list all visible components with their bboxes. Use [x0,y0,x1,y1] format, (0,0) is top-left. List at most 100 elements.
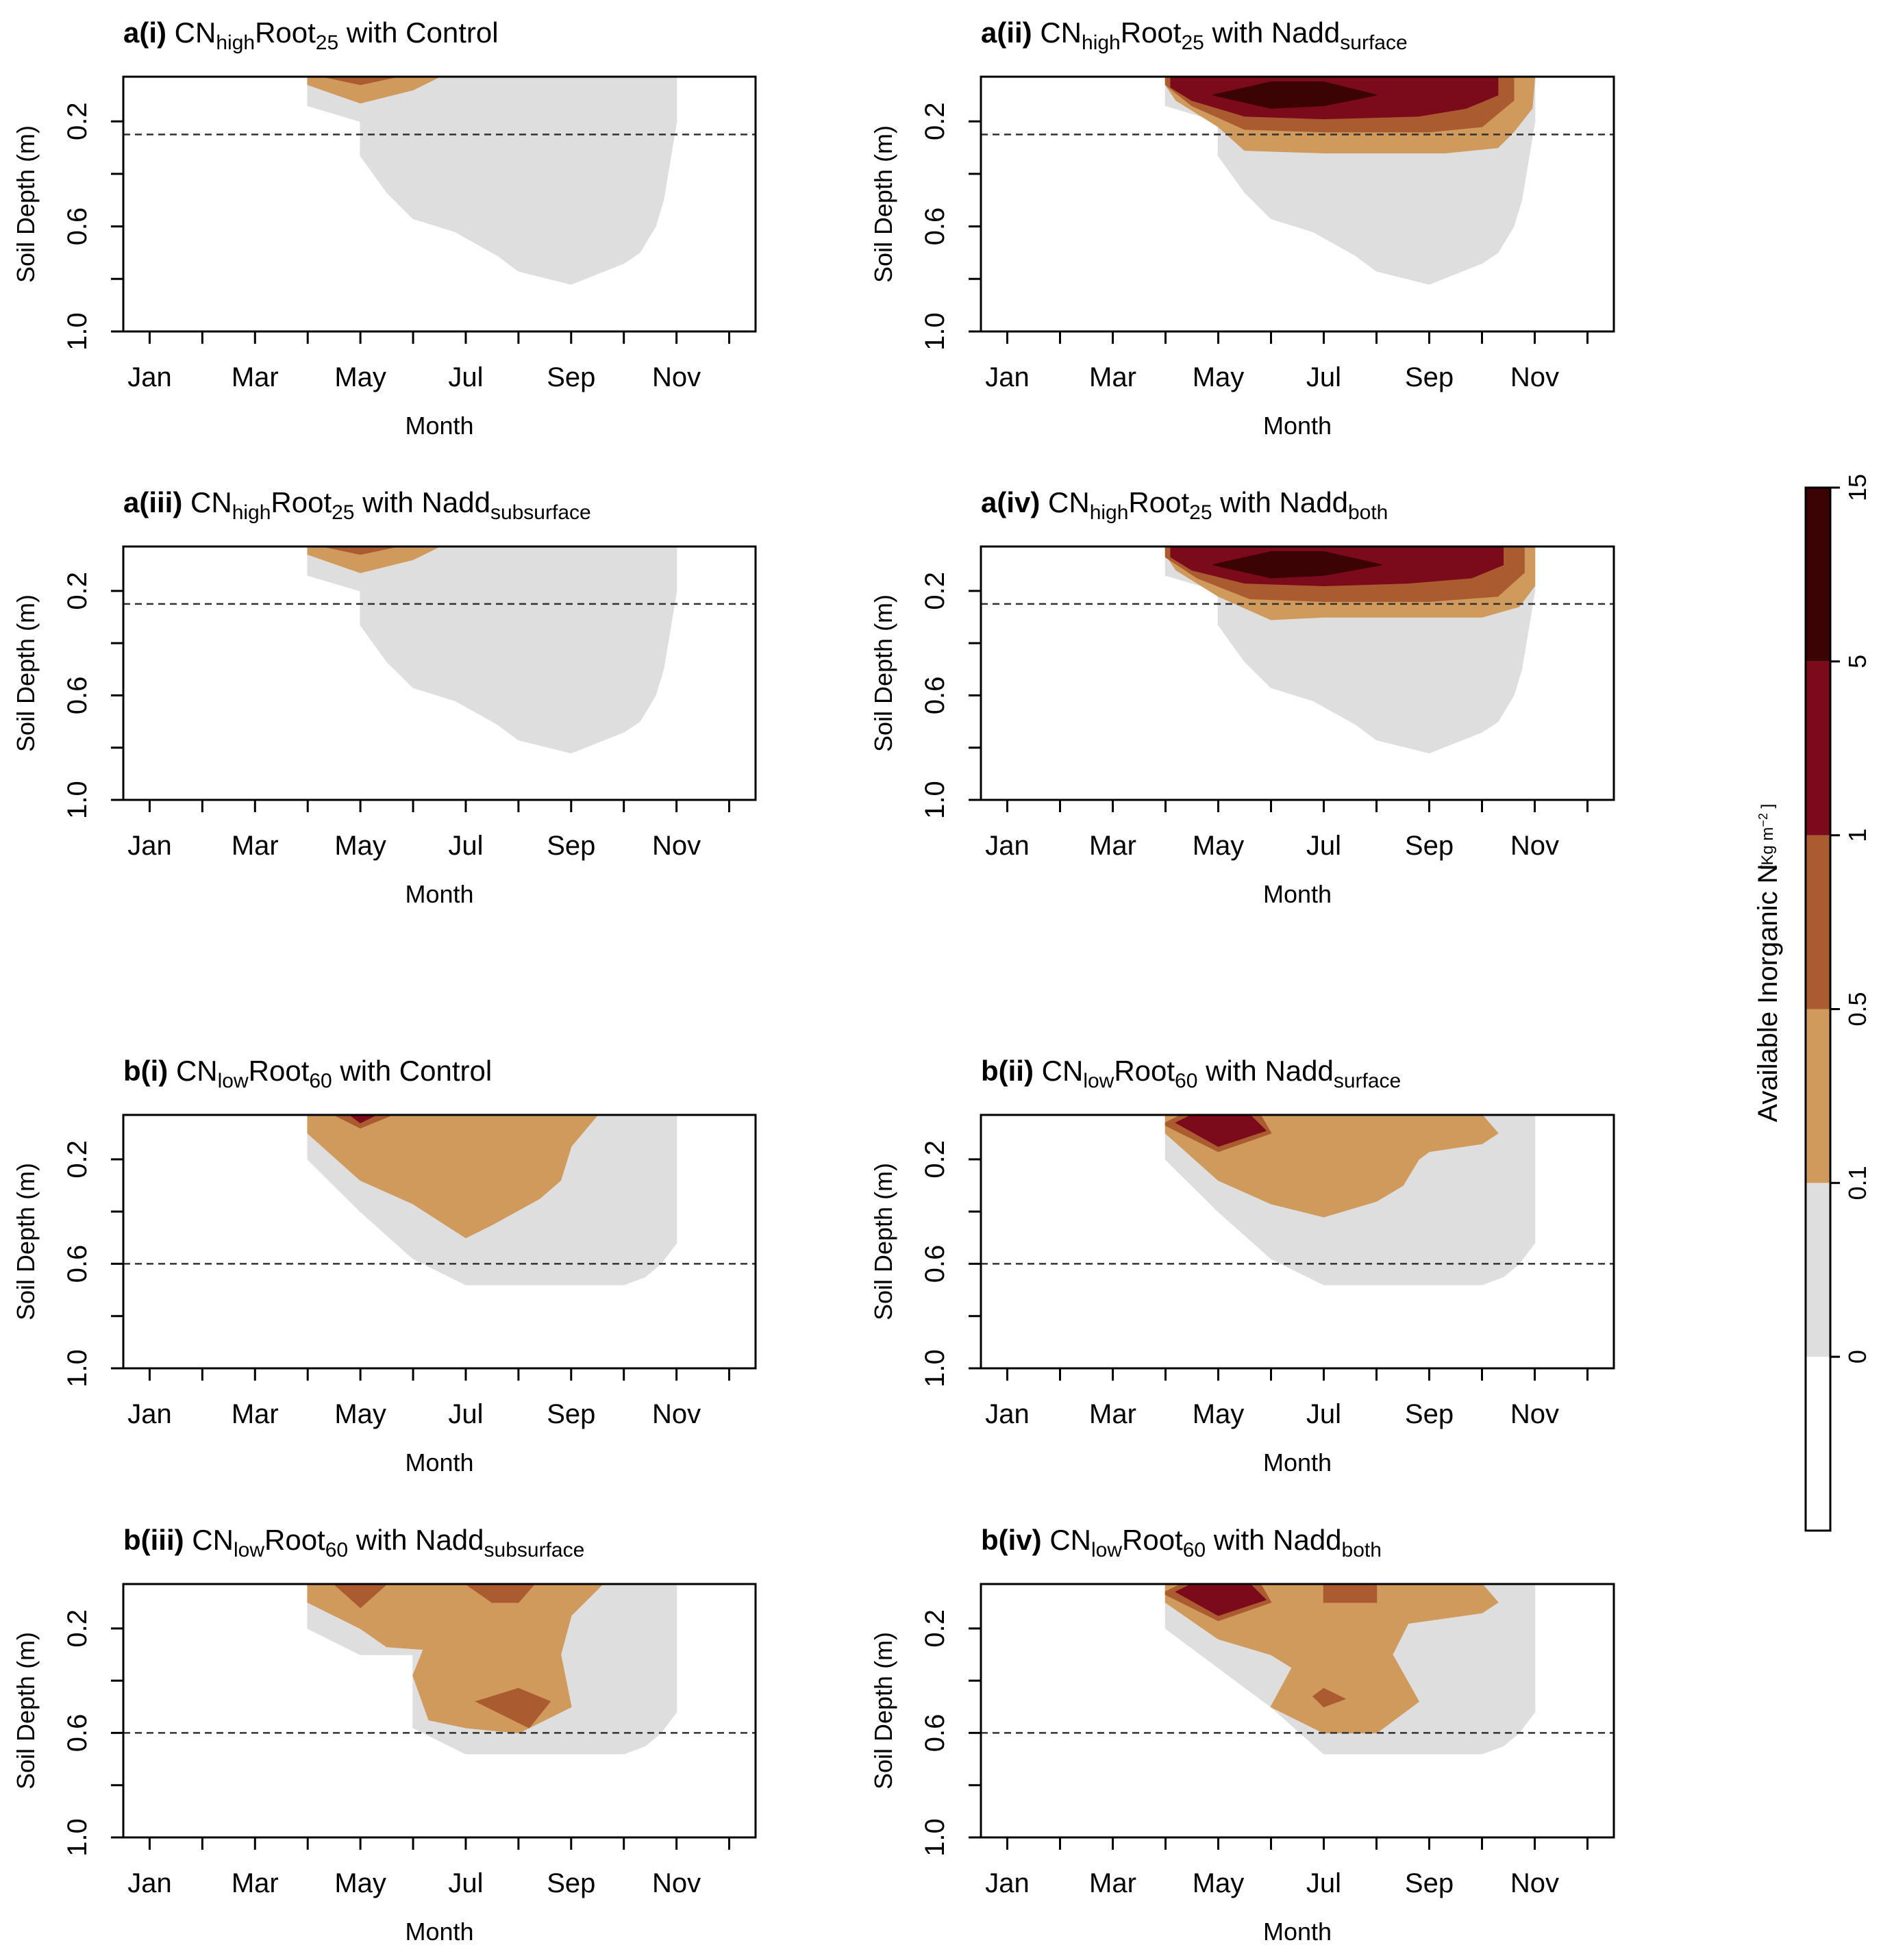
title-part: CN [182,486,232,518]
title-part: Root [264,1524,325,1556]
y-tick-label: 0.2 [62,1140,92,1179]
title-part: b(iii) [123,1524,184,1556]
x-tick-label: Nov [1510,831,1559,861]
title-subscript: low [1091,1539,1122,1561]
title-part: CN [168,1055,217,1087]
y-tick-label: 1.0 [62,1818,92,1857]
plot-frame [980,1114,1615,1370]
y-axis-title: Soil Depth (m) [12,125,40,283]
title-part: Root [271,486,332,518]
title-part: CN [184,1524,234,1556]
x-tick-label: May [1193,1399,1245,1429]
panel-a(iii): Jan Mar May Jul Sep Nov Month 0.2 0.6 1.0 Soil Dep… [12,486,757,908]
x-tick-label: Jan [127,1399,172,1429]
legend-unit: [Kg m−2 ] [1756,804,1777,870]
y-tick-label: 0.2 [920,1609,950,1648]
x-axis-title: Month [405,880,473,908]
y-tick-label: 0.2 [920,1140,950,1179]
x-tick-label: Jul [1306,362,1341,392]
title-part: with Control [338,16,498,49]
x-tick-label: Sep [1405,831,1454,861]
x-tick-label: Sep [1405,362,1454,392]
x-tick-label: Nov [652,362,701,392]
panel-title: b(iii) CNlowRoot60 with Naddsubsurface [123,1524,584,1561]
x-tick-label: Sep [1405,1868,1454,1898]
panel-title: b(i) CNlowRoot60 with Control [123,1055,492,1092]
title-subscript: 60 [1175,1070,1197,1092]
title-subscript: surface [1340,32,1407,54]
y-tick-label: 0.2 [62,102,92,140]
title-subscript: subsurface [490,501,591,524]
x-tick-label: Jan [985,362,1030,392]
title-part: a(iv) [981,486,1040,518]
legend-break-label: 0.1 [1843,1166,1871,1200]
x-tick-label: Jan [985,831,1030,861]
legend-swatch [1806,1183,1830,1357]
y-axis-title: Soil Depth (m) [12,1163,40,1320]
y-tick-label: 0.6 [920,677,950,715]
title-part: b(iv) [981,1524,1042,1556]
x-tick-label: May [1193,831,1245,861]
panel-a(iv): Jan Mar May Jul Sep Nov Month 0.2 0.6 1.0 Soil Dep… [869,486,1615,908]
x-tick-label: Jul [1306,831,1341,861]
title-part: CN [166,16,216,49]
title-subscript: 25 [1189,501,1212,524]
y-axis-title: Soil Depth (m) [869,1163,897,1320]
title-part: with Control [332,1055,492,1087]
legend-swatch [1806,661,1830,835]
contour-region-level-4 [1175,1583,1267,1616]
y-tick-label: 0.2 [62,1609,92,1648]
title-part: with Nadd [1206,1524,1341,1556]
legend-break-label: 5 [1843,655,1871,668]
y-tick-label: 0.6 [920,1714,950,1752]
y-tick-label: 1.0 [920,1818,950,1857]
title-part: with Nadd [348,1524,484,1556]
unit-suffix: ] [1758,804,1777,813]
x-tick-label: Sep [547,831,595,861]
x-tick-label: Mar [1089,362,1136,392]
contour-region-level-3 [1312,1687,1347,1708]
title-part: Root [1128,486,1189,518]
legend-swatch [1806,1009,1830,1183]
panel-b(iii): Jan Mar May Jul Sep Nov Month 0.2 0.6 1.0 Soil Dep… [12,1524,757,1946]
contour-region-level-4 [1175,1114,1267,1147]
title-subscript: both [1342,1539,1382,1561]
y-tick-label: 0.6 [62,1245,92,1283]
contour-region-level-3 [1323,1583,1378,1603]
title-part: Root [1114,1055,1175,1087]
x-axis-title: Month [405,1448,473,1477]
legend-swatch [1806,488,1830,662]
y-tick-label: 0.6 [920,208,950,246]
x-axis-title: Month [1263,1918,1332,1946]
plot-frame [122,545,757,801]
x-tick-label: Jul [448,1399,483,1429]
x-tick-label: Nov [1510,1399,1559,1429]
unit-prefix: [Kg m [1758,827,1777,870]
plot-frame [980,545,1615,801]
y-tick-label: 0.2 [920,572,950,610]
contour-region-level-3 [475,1687,551,1729]
title-part: CN [1040,486,1089,518]
y-tick-label: 1.0 [62,781,92,819]
x-tick-label: May [334,1399,386,1429]
title-part: Root [255,16,316,49]
y-axis-title: Soil Depth (m) [12,1632,40,1789]
y-axis-title: Soil Depth (m) [12,594,40,752]
y-tick-label: 0.6 [62,1714,92,1752]
x-tick-label: Jan [985,1868,1030,1898]
x-tick-label: Mar [232,362,279,392]
panel-b(i): Jan Mar May Jul Sep Nov Month 0.2 0.6 1.0 Soil Dep… [12,1055,757,1477]
x-tick-label: Nov [652,1868,701,1898]
x-tick-label: Jan [127,362,172,392]
x-tick-label: Nov [1510,362,1559,392]
x-axis-title: Month [1263,1448,1332,1477]
x-axis-title: Month [405,412,473,440]
y-tick-label: 0.6 [62,208,92,246]
panel-title: a(iii) CNhighRoot25 with Naddsubsurface [123,486,591,524]
panel-title: a(ii) CNhighRoot25 with Naddsurface [981,16,1408,54]
title-part: with Nadd [1204,16,1340,49]
plot-frame [122,1583,757,1839]
x-tick-label: May [334,1868,386,1898]
y-tick-label: 1.0 [920,1349,950,1387]
